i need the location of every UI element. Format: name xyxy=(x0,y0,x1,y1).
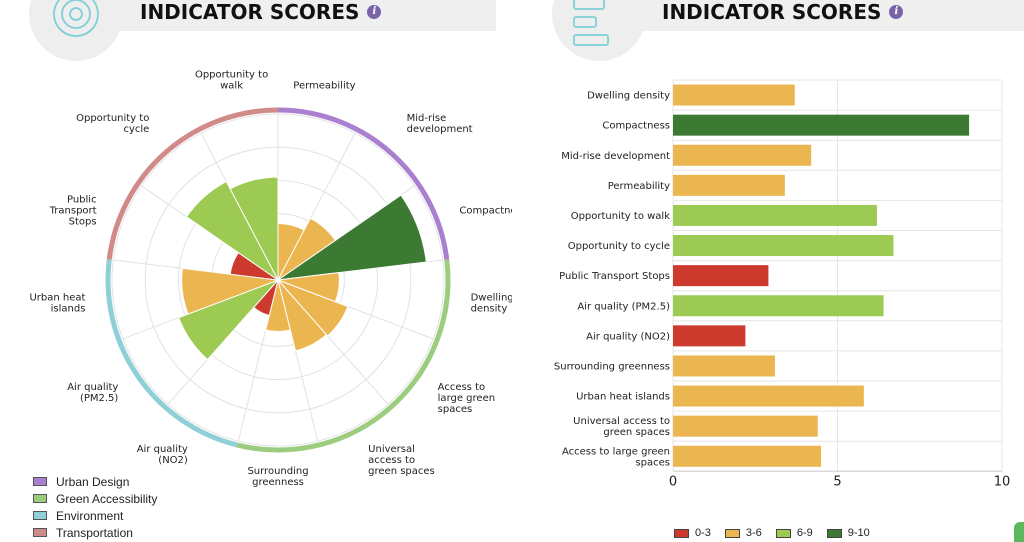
x-tick-label: 0 xyxy=(669,474,677,489)
info-icon[interactable]: i xyxy=(889,4,904,19)
legend-item[interactable]: 0-3 xyxy=(674,527,711,539)
polar-wedge[interactable] xyxy=(181,267,279,315)
bar[interactable] xyxy=(673,355,775,377)
bar-category-label: Compactness xyxy=(602,121,670,132)
polar-category-label: Opportunity to cycle xyxy=(76,113,149,135)
bar-chart: Dwelling density Compactness Mid-rise deve… xyxy=(554,79,1011,489)
polar-category-label: Universal access to green spaces xyxy=(368,444,435,477)
legend-swatch xyxy=(33,494,47,503)
x-tick-label: 5 xyxy=(833,474,841,489)
bar-category-label: Access to large green spaces xyxy=(562,446,670,468)
bar-category-label: Air quality (PM2.5) xyxy=(577,301,670,312)
polar-category-label: Dwelling density xyxy=(471,292,512,314)
legend-item[interactable]: 6-9 xyxy=(775,527,813,539)
legend-label: 0-3 xyxy=(695,527,711,539)
bar[interactable] xyxy=(673,325,746,347)
bars-icon xyxy=(573,0,609,46)
info-icon[interactable]: i xyxy=(367,4,382,19)
legend-item[interactable]: Urban Design xyxy=(33,473,157,490)
legend-label: Green Accessibility xyxy=(56,491,158,506)
bar[interactable] xyxy=(673,144,812,166)
panel-title: INDICATOR SCORES xyxy=(140,0,360,24)
legend-swatch xyxy=(674,528,689,538)
polar-wedge[interactable] xyxy=(277,194,427,281)
polar-panel: INDICATOR SCORES i Permeability Mid-rise de… xyxy=(29,0,512,541)
bar[interactable] xyxy=(673,174,785,196)
polar-category-label: Surrounding greenness xyxy=(247,466,308,488)
polar-category-label: Compactness xyxy=(459,206,512,217)
legend-swatch xyxy=(33,528,47,537)
bar-category-label: Public Transport Stops xyxy=(559,271,670,282)
legend-item[interactable]: 3-6 xyxy=(724,527,762,539)
polar-category-label: Air quality (NO2) xyxy=(137,444,188,466)
legend-label: 3-6 xyxy=(745,527,762,539)
polar-wedge[interactable] xyxy=(277,279,328,352)
polar-wedge[interactable] xyxy=(178,279,279,361)
legend-item[interactable]: 9-10 xyxy=(826,527,870,539)
bar-category-label: Universal access to green spaces xyxy=(573,416,670,438)
polar-category-label: Access to large green spaces xyxy=(438,382,495,415)
legend-label: Transportation xyxy=(56,525,133,540)
legend-label: 9-10 xyxy=(847,527,870,539)
bar[interactable] xyxy=(673,84,795,106)
bar-category-label: Urban heat islands xyxy=(576,392,670,403)
x-tick-label: 10 xyxy=(994,474,1011,489)
bar[interactable] xyxy=(673,235,894,257)
bar-panel: INDICATOR SCORES i Dwelling density Compac… xyxy=(512,0,1024,542)
bar[interactable] xyxy=(673,265,769,287)
bar-category-label: Opportunity to walk xyxy=(571,211,670,222)
legend-label: Environment xyxy=(56,508,124,523)
bar-category-label: Permeability xyxy=(608,181,670,192)
header-icon-circle xyxy=(29,0,123,61)
legend-swatch xyxy=(33,511,47,520)
category-arc xyxy=(277,107,450,260)
header-band xyxy=(602,0,1024,31)
bar-category-label: Air quality (NO2) xyxy=(586,331,670,342)
polar-category-label: Opportunity to walk xyxy=(195,70,268,92)
bar-category-label: Opportunity to cycle xyxy=(568,241,670,252)
bar[interactable] xyxy=(673,385,864,407)
legend-label: Urban Design xyxy=(56,474,130,489)
polar-category-label: Urban heat islands xyxy=(29,292,85,314)
legend-item[interactable]: Green Accessibility xyxy=(33,490,157,507)
bar-category-label: Surrounding greenness xyxy=(554,361,670,372)
polar-category-label: Public Transport Stops xyxy=(49,195,97,228)
legend-item[interactable]: Transportation xyxy=(33,524,157,541)
polar-category-label: Air quality (PM2.5) xyxy=(67,382,118,404)
legend-swatch xyxy=(775,528,791,538)
bar-legend: 0-3 3-6 6-9 9-10 xyxy=(674,527,884,539)
bar[interactable] xyxy=(673,114,970,136)
legend-swatch xyxy=(826,528,842,538)
bar-category-label: Dwelling density xyxy=(587,91,670,102)
polar-legend: Urban Design Green Accessibility Environme… xyxy=(33,473,157,541)
bar[interactable] xyxy=(673,415,818,437)
corner-tab[interactable] xyxy=(1014,522,1024,542)
polar-wedge[interactable] xyxy=(185,180,279,281)
category-arc xyxy=(236,259,451,453)
polar-category-label: Permeability xyxy=(293,81,355,92)
legend-item[interactable]: Environment xyxy=(33,507,157,524)
bar[interactable] xyxy=(673,295,884,317)
legend-swatch xyxy=(724,528,740,538)
target-icon xyxy=(53,0,99,37)
polar-wedge[interactable] xyxy=(229,176,279,281)
bar[interactable] xyxy=(673,445,822,467)
legend-label: 6-9 xyxy=(796,527,813,539)
category-arc xyxy=(105,259,238,448)
category-arc xyxy=(106,107,279,260)
polar-category-label: Mid-rise development xyxy=(407,113,473,135)
header-icon-circle xyxy=(552,0,646,61)
legend-swatch xyxy=(33,477,47,486)
bar-category-label: Mid-rise development xyxy=(561,151,670,162)
bar[interactable] xyxy=(673,204,877,226)
header-band xyxy=(70,0,496,31)
polar-wedge[interactable] xyxy=(277,279,349,337)
polar-wedge[interactable] xyxy=(265,279,291,332)
panel-title: INDICATOR SCORES xyxy=(662,0,882,24)
